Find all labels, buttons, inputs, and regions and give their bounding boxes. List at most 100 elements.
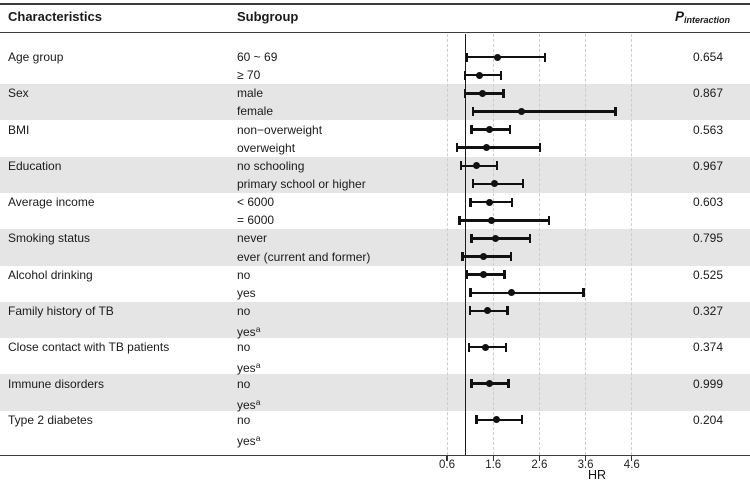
characteristic-label: Sex <box>8 86 29 101</box>
ci-cap-low <box>461 252 464 262</box>
ci-cap-low <box>471 179 475 189</box>
p-interaction-value: 0.867 <box>692 86 723 101</box>
ci-line <box>472 182 523 186</box>
characteristic-label: Alcohol drinking <box>8 267 93 282</box>
subgroup-label: primary school or higher <box>237 176 366 191</box>
p-interaction-value: 0.999 <box>692 376 723 391</box>
row-band <box>0 84 750 121</box>
subgroup-label: = 6000 <box>237 213 275 228</box>
ci-cap-high <box>502 88 505 98</box>
p-interaction-value: 0.327 <box>692 303 723 318</box>
ci-cap-high <box>521 179 525 189</box>
p-interaction-value: 0.603 <box>692 195 723 210</box>
ci-line <box>471 237 531 240</box>
subgroup-label: overweight <box>237 140 296 155</box>
ci-cap-high <box>538 143 542 153</box>
ci-cap-high <box>499 70 503 80</box>
axis-tick-label: 0.6 <box>439 459 455 471</box>
p-interaction-value: 0.967 <box>692 158 723 173</box>
ci-cap-low <box>470 125 473 135</box>
ci-cap-low <box>470 233 473 243</box>
subgroup-label: ≥ 70 <box>237 68 261 83</box>
axis-tick-label: 4.6 <box>623 459 640 471</box>
column-header-subgroup: Subgroup <box>237 9 299 24</box>
ci-cap-high <box>520 415 524 425</box>
characteristic-label: Age group <box>8 50 64 64</box>
subgroup-label: no <box>237 340 251 355</box>
characteristic-label: Education <box>8 158 62 173</box>
column-header-p-interaction: Pinteraction <box>675 9 730 25</box>
ci-cap-low <box>465 52 469 62</box>
row-band <box>0 410 750 447</box>
p-interaction-value: 0.374 <box>692 340 723 355</box>
p-interaction-value: 0.654 <box>692 50 723 64</box>
point-estimate-dot <box>508 289 516 297</box>
axis-tick-mark <box>631 456 633 461</box>
ci-cap-low <box>465 270 469 280</box>
ci-cap-high <box>510 197 514 207</box>
subgroup-label: no schooling <box>237 158 305 173</box>
ci-cap-high <box>547 215 551 225</box>
ci-cap-high <box>503 270 506 280</box>
ci-cap-low <box>469 288 472 298</box>
ci-cap-high <box>528 233 532 243</box>
point-estimate-dot <box>482 343 490 351</box>
ci-cap-high <box>509 252 513 262</box>
point-estimate-dot <box>485 198 493 206</box>
axis-tick-mark <box>446 456 448 461</box>
row-band <box>0 301 750 339</box>
axis-tick-mark <box>492 456 494 461</box>
ci-cap-high <box>508 125 512 135</box>
subgroup-label: non−overweight <box>237 122 323 137</box>
characteristic-label: Family history of TB <box>8 303 114 318</box>
ci-cap-low <box>467 342 471 352</box>
p-interaction-value: 0.795 <box>692 231 723 246</box>
column-header-characteristics: Characteristics <box>8 9 102 24</box>
characteristic-label: Close contact with TB patients <box>8 340 170 355</box>
ci-cap-low <box>463 88 467 98</box>
row-band <box>0 374 750 411</box>
gridline <box>631 33 633 455</box>
ci-cap-high <box>507 379 510 389</box>
ci-line <box>470 291 584 295</box>
point-estimate-dot <box>485 126 493 134</box>
point-estimate-dot <box>473 162 481 170</box>
gridline <box>585 33 587 455</box>
p-interaction-value: 0.204 <box>692 412 723 427</box>
characteristic-label: Average income <box>8 195 95 210</box>
ci-line <box>466 55 545 59</box>
point-estimate-dot <box>492 234 500 242</box>
subgroup-label: no <box>237 376 251 391</box>
row-band <box>0 338 750 375</box>
ci-cap-low <box>469 197 472 207</box>
ci-cap-high <box>614 106 617 116</box>
row-band <box>0 229 750 266</box>
ci-cap-low <box>475 415 478 425</box>
axis-tick-label: 1.6 <box>485 459 502 471</box>
row-band <box>0 193 750 230</box>
point-estimate-dot <box>483 144 491 152</box>
header-rule <box>0 31 750 34</box>
point-estimate-dot <box>476 71 484 79</box>
characteristic-label: Smoking status <box>8 231 91 246</box>
subgroup-label: yes <box>237 285 256 300</box>
row-band <box>0 120 750 157</box>
point-estimate-dot <box>485 380 493 388</box>
ci-cap-low <box>459 161 463 171</box>
superscript-a: a <box>255 360 261 371</box>
subgroup-label: female <box>237 104 274 119</box>
subgroup-label: no <box>237 303 251 318</box>
subgroup-label: yesa <box>237 360 261 376</box>
x-axis-line <box>0 454 750 457</box>
gridline <box>492 33 494 455</box>
ci-cap-low <box>458 215 461 225</box>
row-band <box>0 33 750 85</box>
subgroup-label: never <box>237 231 268 246</box>
p-interaction-subscript: interaction <box>683 15 730 25</box>
superscript-a: a <box>255 324 261 335</box>
ci-cap-high <box>495 161 499 171</box>
ci-cap-low <box>463 70 467 80</box>
p-interaction-symbol: P <box>674 9 684 24</box>
superscript-a: a <box>255 396 261 407</box>
ci-line <box>472 110 616 113</box>
